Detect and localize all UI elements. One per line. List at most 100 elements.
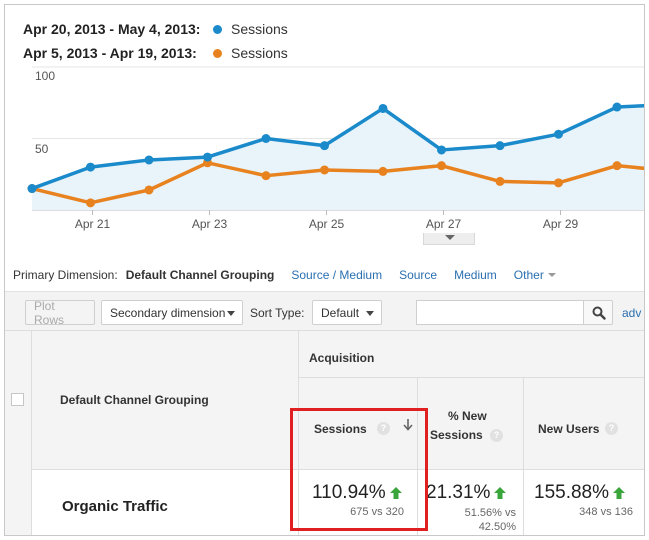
search-button[interactable] [583,300,613,325]
up-arrow-icon [494,486,507,499]
new-sessions-change-pct: 21.31% [426,482,491,503]
caret-down-icon [227,311,235,316]
dimension-default-channel-grouping: Default Channel Grouping [125,268,275,282]
new-users-header-label: New Users [538,422,600,436]
data-point-current[interactable] [612,102,622,112]
new-users-comparison: 348 vs 136 [579,506,633,518]
column-header-new-users[interactable]: New Users ? [523,378,644,469]
legend-dot-blue [213,24,222,34]
new-sessions-change-value: 21.31% [426,482,507,504]
data-point-previous[interactable] [554,178,563,188]
secondary-dimension-label: Secondary dimension [110,305,226,320]
data-point-previous[interactable] [378,166,388,176]
secondary-dimension-select[interactable]: Secondary dimension [101,300,243,325]
caret-down-icon [445,235,455,240]
series-line-previous [31,161,644,205]
table-header [5,331,644,469]
up-arrow-icon [613,486,626,499]
legend-label-current: Sessions [231,21,288,37]
sessions-header-label: Sessions [314,422,367,436]
sort-type-value: Default [321,305,360,320]
data-point-current[interactable] [437,145,446,155]
sort-type-select[interactable]: Default [312,300,382,325]
row-label-organic-traffic[interactable]: Organic Traffic [62,498,168,515]
y-tick-label: 100 [35,69,56,83]
data-point-previous[interactable] [437,161,446,171]
caret-down-icon [366,311,374,316]
caret-down-icon [547,273,556,277]
up-arrow-icon [389,486,402,499]
help-icon[interactable]: ? [377,422,390,435]
column-header-new-sessions[interactable]: % New Sessions ? [417,378,523,469]
data-point-previous[interactable] [612,161,622,171]
legend-dot-orange [213,48,222,58]
table-search-input[interactable] [416,300,584,325]
data-point-current[interactable] [320,141,329,151]
legend-entry-previous: Apr 5, 2013 - Apr 19, 2013: Sessions [23,41,288,65]
data-point-current[interactable] [495,141,505,151]
dimension-link-source[interactable]: Source [399,268,438,282]
select-all-checkbox[interactable] [11,393,24,406]
legend-range-current: Apr 20, 2013 - May 4, 2013: [23,21,201,37]
data-point-previous[interactable] [261,171,271,181]
table-row[interactable]: Organic Traffic 110.94% 675 vs 320 21.31… [32,469,644,535]
dimension-other-dropdown[interactable]: Other [514,268,556,282]
cell-new-sessions: 21.31% 51.56% vs 42.50% [417,470,523,535]
data-point-previous[interactable] [144,185,154,195]
acquisition-group-header: Acquisition [298,331,644,378]
new-sessions-comparison-2: 42.50% [478,521,516,533]
new-users-change-value: 155.88% [534,482,626,504]
data-point-previous[interactable] [86,198,95,208]
y-tick-label: 50 [35,142,49,156]
data-point-current[interactable] [261,134,271,143]
dimension-link-medium[interactable]: Medium [454,268,497,282]
sessions-change-value: 110.94% [312,482,402,504]
new-users-change-pct: 155.88% [534,482,610,503]
primary-dimension-label: Primary Dimension: [13,268,118,282]
series-area-current [32,105,644,210]
cell-new-users: 155.88% 348 vs 136 [523,470,644,535]
chart-collapse-handle[interactable] [423,233,475,245]
column-header-default-channel-grouping[interactable]: Default Channel Grouping [60,393,209,407]
legend-range-previous: Apr 5, 2013 - Apr 19, 2013: [23,45,197,61]
data-point-previous[interactable] [495,176,505,186]
dimension-other-label: Other [513,268,544,282]
dimension-link-source-medium[interactable]: Source / Medium [291,268,383,282]
data-point-current[interactable] [86,162,95,172]
sort-type-label: Sort Type: [250,306,305,320]
data-point-current[interactable] [554,129,563,139]
advanced-filter-link[interactable]: adv [622,306,642,320]
sessions-change-pct: 110.94% [312,482,386,503]
x-tick-label: Apr 27 [426,217,462,231]
x-tick-label: Apr 29 [543,217,579,231]
series-line-current [31,103,644,191]
checkbox-column [5,331,32,535]
help-icon[interactable]: ? [605,422,618,435]
acquisition-label: Acquisition [309,351,375,365]
sessions-comparison: 675 vs 320 [350,506,404,518]
plot-rows-button[interactable]: Plot Rows [25,299,95,327]
chart-legend: Apr 20, 2013 - May 4, 2013: Sessions Apr… [23,17,288,65]
table-toolbar: Plot Rows Secondary dimension Sort Type:… [5,291,644,331]
data-point-current[interactable] [27,184,37,194]
legend-entry-current: Apr 20, 2013 - May 4, 2013: Sessions [23,17,288,41]
data-point-current[interactable] [203,152,212,162]
sessions-line-chart[interactable]: Apr 21 Apr 23 Apr 25 Apr 27 Apr 29 [5,5,645,237]
sessions-highlight-box [290,408,428,531]
x-tick-label: Apr 23 [192,217,228,231]
new-sessions-header-line1: % New [448,409,487,423]
data-point-current[interactable] [144,155,154,165]
search-icon [592,306,606,320]
cell-sessions: 110.94% 675 vs 320 [298,470,417,535]
sort-descending-icon[interactable] [403,419,413,431]
help-icon[interactable]: ? [490,429,503,442]
x-tick-label: Apr 21 [75,217,111,231]
x-tick-label: Apr 25 [309,217,345,231]
primary-dimension-bar: Primary Dimension: Default Channel Group… [13,267,556,283]
data-point-current[interactable] [378,103,388,113]
new-sessions-header-line2: Sessions [430,428,483,442]
legend-label-previous: Sessions [231,45,288,61]
analytics-report-frame: Apr 20, 2013 - May 4, 2013: Sessions Apr… [4,4,645,536]
column-header-sessions[interactable]: Sessions ? [298,378,417,469]
data-point-previous[interactable] [320,165,329,175]
